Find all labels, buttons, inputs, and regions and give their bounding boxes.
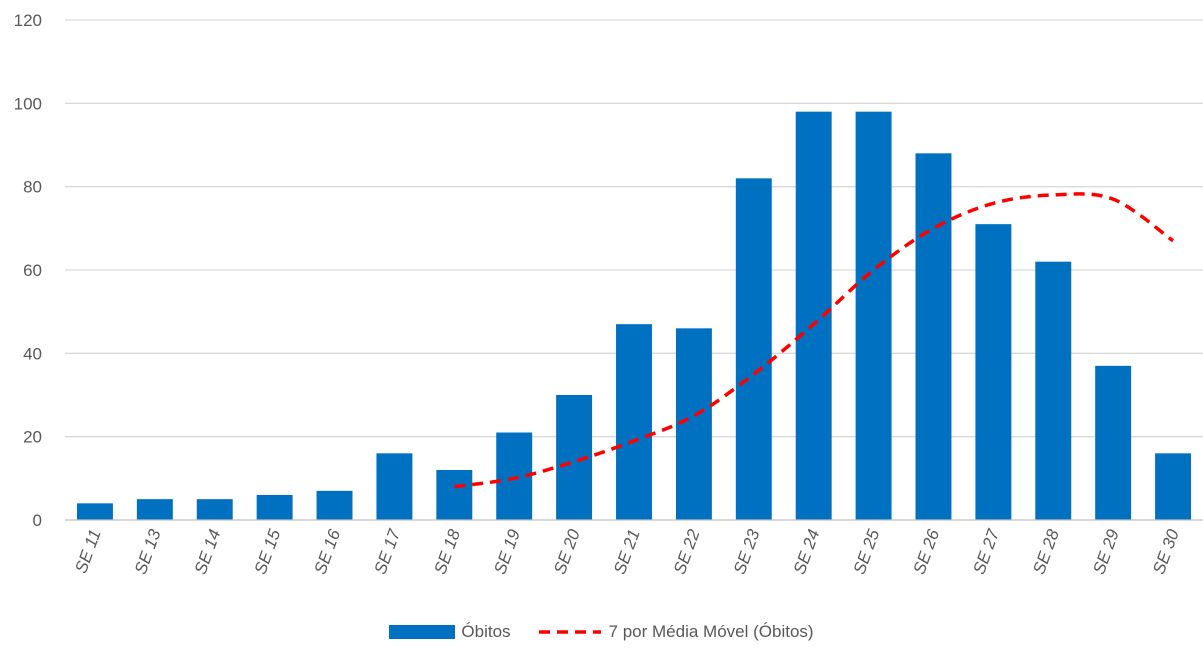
- x-tick-label: SE 29: [1089, 526, 1123, 577]
- x-tick-label: SE 15: [251, 526, 285, 577]
- y-tick-label: 100: [14, 94, 42, 113]
- x-tick-label: SE 27: [969, 526, 1003, 577]
- x-tick-label: SE 28: [1029, 526, 1063, 577]
- y-tick-label: 120: [14, 11, 42, 30]
- bar: [616, 324, 652, 520]
- bar: [316, 490, 353, 520]
- bar: [915, 153, 952, 521]
- bar: [795, 111, 832, 521]
- x-tick-label: SE 18: [430, 526, 464, 577]
- x-tick-label: SE 13: [131, 526, 165, 577]
- legend-item-moving-average: 7 por Média Móvel (Óbitos): [537, 622, 814, 642]
- legend-label-obitos: Óbitos: [461, 622, 511, 641]
- x-tick-labels: SE 11 SE 13 SE 14 SE 15 SE 16 SE 17 SE 18 SE 19…: [71, 526, 1183, 577]
- legend-label-moving-average: 7 por Média Móvel (Óbitos): [608, 622, 814, 641]
- x-tick-label: SE 30: [1149, 526, 1183, 577]
- bar: [256, 495, 293, 520]
- x-tick-label: SE 22: [670, 526, 704, 577]
- bar: [975, 224, 1012, 520]
- legend-item-obitos: Óbitos: [389, 622, 511, 642]
- bar: [1155, 453, 1192, 520]
- x-tick-label: SE 19: [490, 526, 524, 577]
- y-tick-label: 60: [23, 261, 42, 280]
- x-tick-label: SE 26: [910, 526, 944, 577]
- gridlines: [65, 19, 1203, 438]
- x-tick-label: SE 11: [71, 527, 104, 576]
- x-tick-label: SE 17: [370, 526, 404, 577]
- bar: [436, 470, 473, 520]
- bar: [1095, 365, 1132, 520]
- bar: [76, 503, 113, 520]
- x-tick-label: SE 16: [311, 526, 345, 577]
- x-tick-label: SE 23: [730, 526, 764, 577]
- x-tick-label: SE 14: [191, 527, 225, 577]
- legend: Óbitos 7 por Média Móvel (Óbitos): [0, 622, 1203, 642]
- y-tick-label: 20: [23, 428, 42, 447]
- bar: [855, 111, 892, 521]
- x-tick-label: SE 24: [790, 527, 824, 577]
- x-tick-label: SE 21: [610, 527, 644, 577]
- y-tick-label: 80: [23, 178, 42, 197]
- bar: [136, 499, 173, 520]
- y-axis: 0 20 40 60 80 100 120: [14, 11, 42, 530]
- moving-average-line: [454, 192, 1175, 489]
- legend-swatch-dashed-line: [538, 630, 601, 634]
- moving-average-series: [454, 192, 1175, 489]
- x-tick-label: SE 20: [550, 526, 584, 577]
- bar: [735, 178, 772, 521]
- x-tick-label: SE 25: [850, 526, 884, 577]
- bar: [376, 453, 413, 520]
- y-tick-label: 0: [33, 511, 42, 530]
- y-tick-label: 40: [23, 344, 42, 363]
- legend-swatch-bar: [389, 625, 456, 639]
- bar: [675, 328, 712, 520]
- bar-series: [76, 111, 1192, 521]
- bar: [1035, 261, 1072, 520]
- bar: [196, 499, 233, 520]
